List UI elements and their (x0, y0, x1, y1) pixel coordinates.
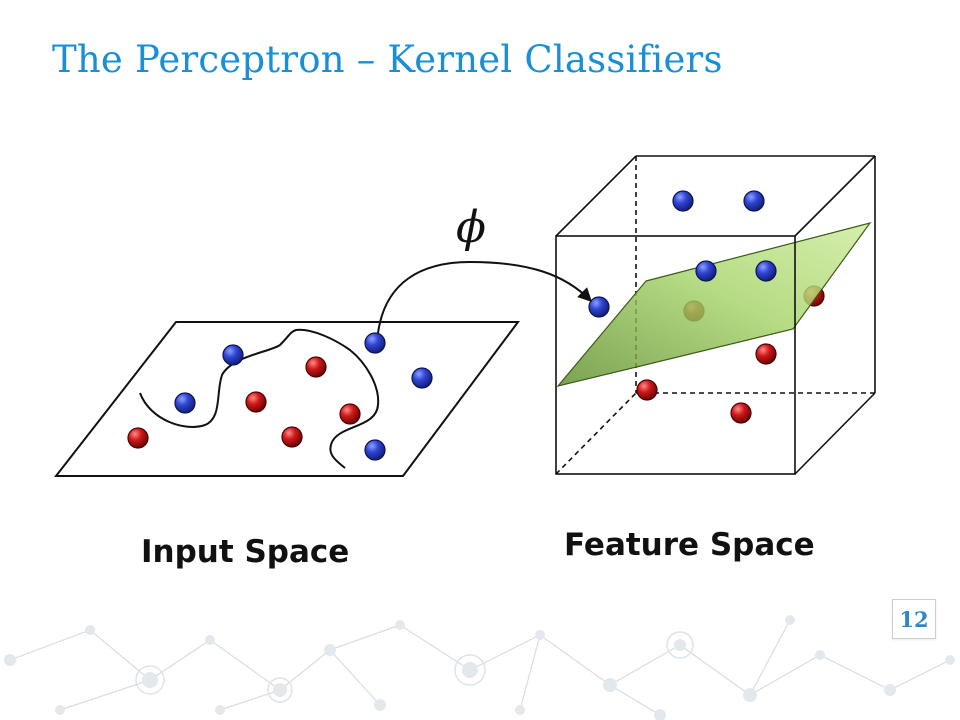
feature-point-blue (755, 260, 777, 282)
feature-point-red (636, 379, 658, 401)
input-space-label: Input Space (141, 534, 349, 570)
input-point-red (127, 427, 149, 449)
input-space-plane (53, 321, 520, 477)
nonlinear-decision-boundary (139, 328, 380, 469)
mapping-arrow (377, 260, 592, 334)
feature-point-blue (743, 190, 765, 212)
feature-point-blue (588, 296, 610, 318)
input-point-red (339, 403, 361, 425)
feature-point-red (755, 343, 777, 365)
feature-space-label: Feature Space (564, 527, 815, 563)
input-point-red (245, 391, 267, 413)
slide-title: The Perceptron – Kernel Classifiers (52, 38, 723, 81)
feature-space-cube-front (555, 235, 796, 475)
input-point-red (281, 426, 303, 448)
feature-point-blue (672, 190, 694, 212)
input-point-blue (222, 344, 244, 366)
feature-space-cube (555, 155, 876, 475)
feature-point-blue (695, 260, 717, 282)
feature-point-red (730, 402, 752, 424)
phi-symbol: ϕ (456, 202, 486, 253)
input-point-red (305, 356, 327, 378)
input-point-blue (364, 332, 386, 354)
input-point-blue (174, 392, 196, 414)
input-point-blue (411, 367, 433, 389)
background-network-decoration (4, 615, 955, 720)
page-number: 12 (892, 599, 936, 639)
input-point-blue (364, 439, 386, 461)
